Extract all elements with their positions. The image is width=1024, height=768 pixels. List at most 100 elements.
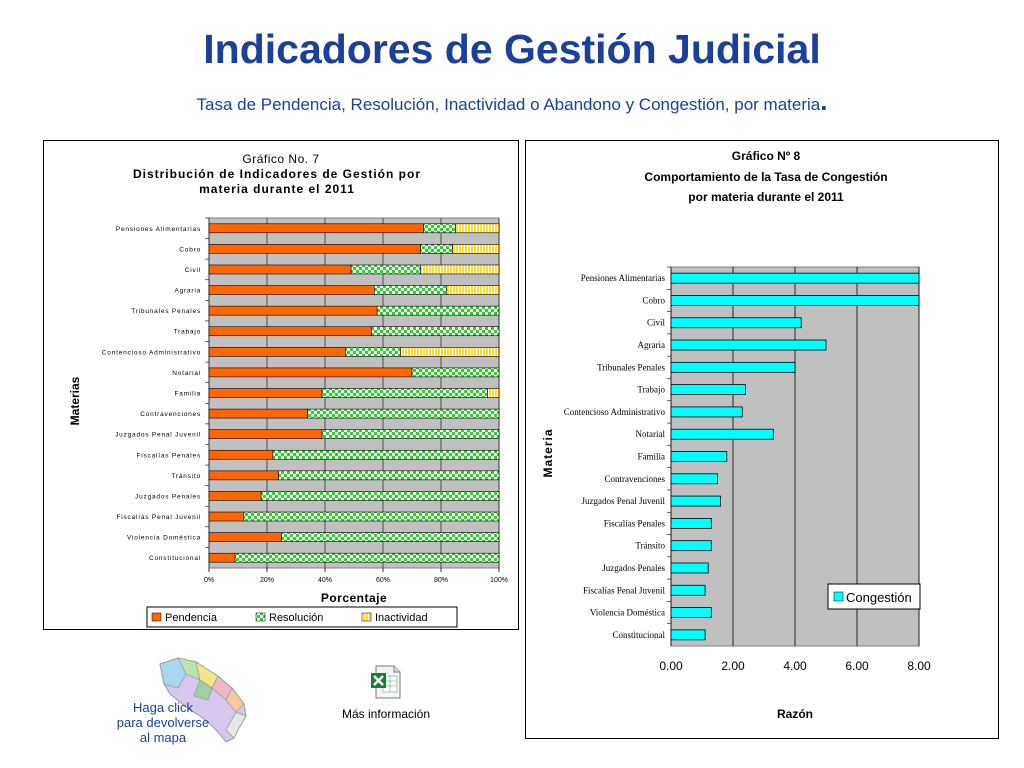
chart-7-bar-pendencia-contravenciones [208, 408, 308, 419]
more-info-link[interactable]: Más información [330, 664, 442, 724]
chart-8-bar-tribunales-penales [670, 361, 796, 373]
chart-7-category-label-violencia-domestica: Violencia Doméstica [127, 535, 201, 542]
chart-7-frame: Gráfico No. 7 Distribución de Indicadore… [43, 140, 519, 630]
map-link-line-1: Haga click [133, 700, 193, 715]
chart-8-frame: Gráfico Nº 8 Comportamiento de la Tasa d… [525, 140, 999, 739]
chart-8-bar-contencioso-administrativo [670, 406, 743, 418]
chart-7-bar-resolucion-contencioso-administrativo [344, 347, 401, 357]
legend-swatch-congestion [833, 591, 844, 602]
chart-7-bar-pendencia-civil [208, 264, 352, 275]
chart-7-bar-pendencia-juzgados-penal-juvenil [208, 429, 323, 439]
subtitle-dot: . [820, 86, 828, 116]
chart-7-xtick-label: 40% [318, 577, 332, 584]
chart-7-bar-resolucion-trabajo [371, 326, 500, 337]
chart-7-xtick-label: 60% [376, 577, 390, 584]
chart-8-category-label-contravenciones: Contravenciones [605, 474, 666, 484]
chart-7-category-label-pensiones-alimentarias: Pensiones Alimentarias [116, 226, 201, 233]
chart-8-xtick-label: 2.00 [721, 659, 745, 673]
legend-label-congestion: Congestión [846, 590, 912, 605]
chart-7-bar-resolucion-pensiones-alimentarias [423, 223, 456, 234]
chart-8-bar-pensiones-alimentarias [670, 272, 920, 284]
chart-7-title-line-1: Gráfico No. 7 [242, 152, 319, 166]
legend-swatch-pendencia [151, 612, 162, 622]
chart-7-xtick-label: 20% [260, 577, 274, 584]
chart-7-bar-pendencia-fiscalias-penal-juvenil [208, 511, 245, 522]
chart-7-bar-inactividad-civil [420, 264, 500, 275]
chart-7-bar-pendencia-trabajo [208, 326, 372, 337]
chart-7-bar-pendencia-notarial [208, 367, 413, 378]
chart-8-category-label-familia: Familia [638, 452, 666, 462]
chart-7-bar-inactividad-cobro [452, 244, 500, 254]
chart-8-bar-juzgados-penales [670, 562, 709, 574]
chart-7-bar-pendencia-tribunales-penales [208, 305, 378, 316]
chart-7-bar-inactividad-contencioso-administrativo [400, 347, 500, 357]
chart-8-bar-familia [670, 451, 728, 462]
chart-7-bar-resolucion-agraria [373, 285, 448, 295]
chart-8-category-label-trabajo: Trabajo [637, 385, 665, 395]
chart-8-category-label-juzgados-penal-juvenil: Juzgados Penal Juvenil [582, 496, 666, 506]
chart-7-bar-resolucion-civil [350, 264, 422, 275]
chart-8-bar-juzgados-penal-juvenil [670, 495, 721, 507]
chart-7-bar-pendencia-pensiones-alimentarias [208, 223, 424, 234]
chart-7-bar-resolucion-juzgados-penales [260, 491, 500, 501]
chart-7-category-label-notarial: Notarial [172, 370, 201, 377]
chart-7-xtick-label: 100% [490, 577, 508, 584]
chart-8-ylabel: Materia [541, 428, 555, 477]
chart-7-bar-pendencia-cobro [208, 244, 421, 254]
chart-7-bar-resolucion-fiscalias-penales [272, 449, 500, 460]
chart-7-category-label-civil: Civil [185, 267, 201, 274]
chart-7-bar-pendencia-transito [208, 470, 279, 481]
map-link[interactable]: Haga click para devolverse al mapa [100, 652, 260, 752]
chart-8-xtick-label: 8.00 [907, 659, 931, 673]
map-link-text[interactable]: Haga click para devolverse al mapa [100, 700, 226, 745]
legend-swatch-inactividad [361, 612, 372, 622]
chart-7-bar-pendencia-agraria [208, 285, 375, 295]
chart-8-bar-fiscalias-penal-juvenil [670, 584, 706, 596]
costa-rica-map-icon [159, 657, 247, 743]
chart-7-category-label-juzgados-penal-juvenil: Juzgados Penal Juvenil [115, 432, 201, 439]
legend-label-resolucion: Resolución [269, 612, 323, 624]
map-link-line-3: al mapa [139, 730, 187, 745]
chart-8-category-label-cobro: Cobro [643, 295, 666, 305]
chart-7-category-label-tribunales-penales: Tribunales Penales [131, 308, 201, 315]
chart-7-plot: 0% 20% 40% 60% 80% 100% Pensiones Alimentarias… [102, 217, 508, 584]
chart-7-legend: Pendencia Resolución Inactividad [146, 606, 458, 628]
chart-7-bar-resolucion-familia [321, 388, 488, 398]
chart-7-bar-resolucion-contravenciones [307, 408, 500, 419]
chart-8-bar-contravenciones [670, 473, 718, 485]
chart-8-bar-notarial [670, 428, 774, 440]
chart-7-bar-resolucion-constitucional [234, 552, 500, 563]
chart-8-plot: 0.00 2.00 4.00 6.00 8.00 Pensiones Alimentari… [564, 266, 931, 673]
chart-8-xtick-label: 4.00 [783, 659, 807, 673]
chart-7-category-label-contravenciones: Contravenciones [140, 411, 201, 418]
chart-8-category-label-violencia-domestica: Violencia Doméstica [590, 608, 665, 618]
chart-7-category-label-fiscalias-penal-juvenil: Fiscalías Penal Juvenil [116, 514, 201, 521]
chart-7-bar-inactividad-familia [487, 388, 500, 398]
page-title: Indicadores de Gestión Judicial [203, 26, 821, 72]
chart-8-category-label-fiscalias-penal-juvenil: Fiscalías Penal Juvenil [583, 585, 665, 595]
chart-7-bar-pendencia-fiscalias-penales [208, 449, 274, 460]
excel-file-icon [371, 665, 401, 699]
chart-8-svg: Gráfico Nº 8 Comportamiento de la Tasa d… [541, 149, 931, 721]
chart-8-title-line-2: Comportamiento de la Tasa de Congestión [644, 170, 887, 184]
legend-label-inactividad: Inactividad [375, 612, 428, 624]
chart-8-category-label-contencioso-administrativo: Contencioso Administrativo [564, 407, 666, 417]
chart-7-category-label-familia: Familia [174, 391, 201, 398]
chart-8-bar-transito [670, 540, 712, 552]
chart-7-bar-inactividad-agraria [446, 285, 500, 295]
chart-8-xlabel: Razón [777, 707, 813, 721]
chart-7-bar-pendencia-violencia-domestica [208, 532, 282, 542]
chart-7-xtick-label: 0% [204, 577, 214, 584]
chart-8-category-label-pensiones-alimentarias: Pensiones Alimentarias [581, 273, 666, 283]
chart-8-bar-violencia-domestica [670, 607, 712, 618]
map-link-line-2: para devolverse [116, 715, 210, 730]
chart-8-category-label-notarial: Notarial [636, 429, 666, 439]
chart-7-bar-resolucion-transito [278, 470, 500, 481]
page-subtitle: Tasa de Pendencia, Resolución, Inactivid… [0, 86, 1024, 117]
chart-8-category-label-civil: Civil [647, 318, 666, 328]
chart-8-bar-fiscalias-penales [670, 517, 712, 529]
chart-7-bar-resolucion-tribunales-penales [376, 305, 500, 316]
chart-7-category-label-fiscalias-penales: Fiscalías Penales [136, 452, 201, 459]
more-info-text[interactable]: Más información [341, 707, 431, 721]
chart-7-svg: Gráfico No. 7 Distribución de Indicadore… [68, 152, 508, 628]
